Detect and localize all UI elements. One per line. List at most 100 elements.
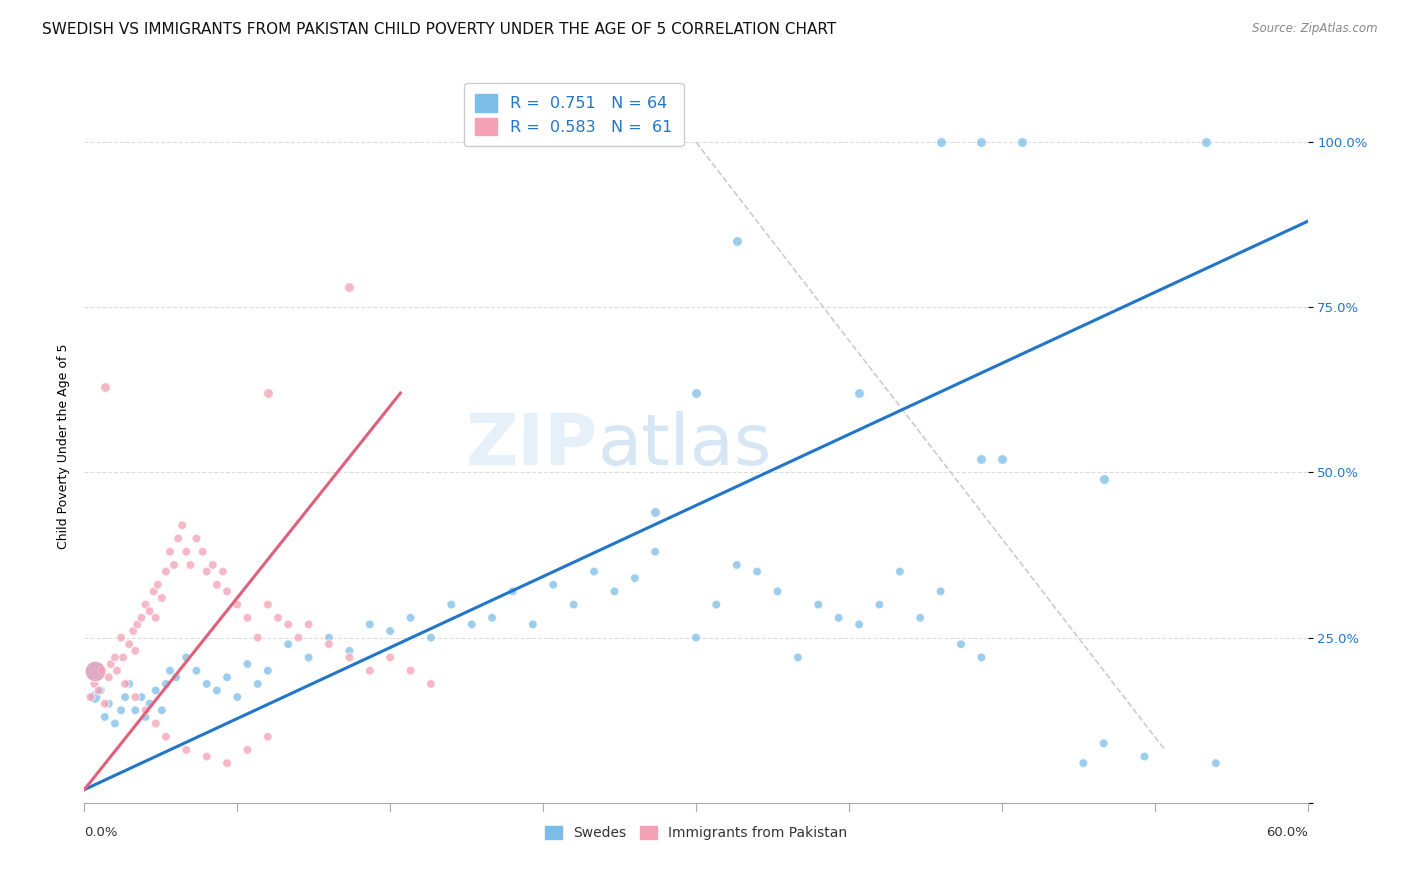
Point <box>522 617 544 632</box>
Point <box>420 677 443 691</box>
Text: Source: ZipAtlas.com: Source: ZipAtlas.com <box>1253 22 1378 36</box>
Legend: Swedes, Immigrants from Pakistan: Swedes, Immigrants from Pakistan <box>540 821 852 846</box>
Point <box>91 664 114 678</box>
Point <box>155 565 177 579</box>
Point <box>399 664 422 678</box>
Point <box>100 657 122 671</box>
Point <box>1205 756 1227 771</box>
Point <box>929 584 952 599</box>
Point <box>159 545 181 559</box>
Point <box>339 650 361 665</box>
Point <box>970 650 993 665</box>
Point <box>142 584 165 599</box>
Point <box>172 518 194 533</box>
Point <box>110 703 132 717</box>
Point <box>155 730 177 744</box>
Point <box>195 677 218 691</box>
Point <box>277 617 299 632</box>
Point <box>970 135 993 149</box>
Point <box>195 565 218 579</box>
Point <box>359 664 381 678</box>
Point <box>167 532 190 546</box>
Point <box>83 664 105 678</box>
Point <box>257 664 280 678</box>
Point <box>889 565 911 579</box>
Point <box>991 452 1014 467</box>
Point <box>440 598 463 612</box>
Point <box>257 386 280 401</box>
Point <box>146 578 169 592</box>
Point <box>83 677 105 691</box>
Point <box>131 611 153 625</box>
Point <box>90 683 112 698</box>
Point <box>339 644 361 658</box>
Point <box>195 749 218 764</box>
Point <box>217 756 239 771</box>
Point <box>236 657 259 671</box>
Text: 0.0%: 0.0% <box>84 826 118 838</box>
Point <box>110 631 132 645</box>
Point <box>380 650 402 665</box>
Point <box>201 558 224 572</box>
Point <box>83 690 105 704</box>
Text: ZIP: ZIP <box>465 411 598 481</box>
Point <box>135 710 157 724</box>
Point <box>135 598 157 612</box>
Point <box>114 690 136 704</box>
Point <box>212 565 235 579</box>
Point <box>104 650 127 665</box>
Point <box>105 664 128 678</box>
Point <box>93 697 115 711</box>
Point <box>644 545 666 559</box>
Point <box>287 631 309 645</box>
Point <box>114 677 136 691</box>
Point <box>174 545 197 559</box>
Point <box>145 611 167 625</box>
Text: 60.0%: 60.0% <box>1265 826 1308 838</box>
Point <box>747 565 769 579</box>
Point <box>562 598 585 612</box>
Point <box>318 631 340 645</box>
Point <box>624 571 647 585</box>
Point <box>725 234 748 248</box>
Point <box>848 386 870 401</box>
Point <box>165 670 187 684</box>
Point <box>1011 135 1033 149</box>
Point <box>104 716 127 731</box>
Point <box>706 598 728 612</box>
Point <box>543 578 565 592</box>
Text: SWEDISH VS IMMIGRANTS FROM PAKISTAN CHILD POVERTY UNDER THE AGE OF 5 CORRELATION: SWEDISH VS IMMIGRANTS FROM PAKISTAN CHIL… <box>42 22 837 37</box>
Point <box>257 730 280 744</box>
Point <box>191 545 214 559</box>
Point <box>118 677 141 691</box>
Point <box>93 379 115 393</box>
Point <box>118 637 141 651</box>
Point <box>502 584 524 599</box>
Point <box>159 664 181 678</box>
Point <box>236 743 259 757</box>
Point <box>828 611 851 625</box>
Point <box>644 505 666 519</box>
Point <box>603 584 626 599</box>
Point <box>1092 472 1115 486</box>
Point <box>112 650 135 665</box>
Point <box>150 591 173 605</box>
Point <box>1133 749 1156 764</box>
Point <box>226 598 249 612</box>
Point <box>87 683 110 698</box>
Point <box>399 611 422 625</box>
Point <box>205 578 228 592</box>
Point <box>124 703 146 717</box>
Point <box>277 637 299 651</box>
Point <box>155 677 177 691</box>
Point <box>226 690 249 704</box>
Point <box>685 386 707 401</box>
Point <box>257 598 280 612</box>
Point <box>205 683 228 698</box>
Point <box>97 697 120 711</box>
Point <box>298 650 321 665</box>
Point <box>217 584 239 599</box>
Point <box>145 683 167 698</box>
Point <box>246 631 269 645</box>
Point <box>124 690 146 704</box>
